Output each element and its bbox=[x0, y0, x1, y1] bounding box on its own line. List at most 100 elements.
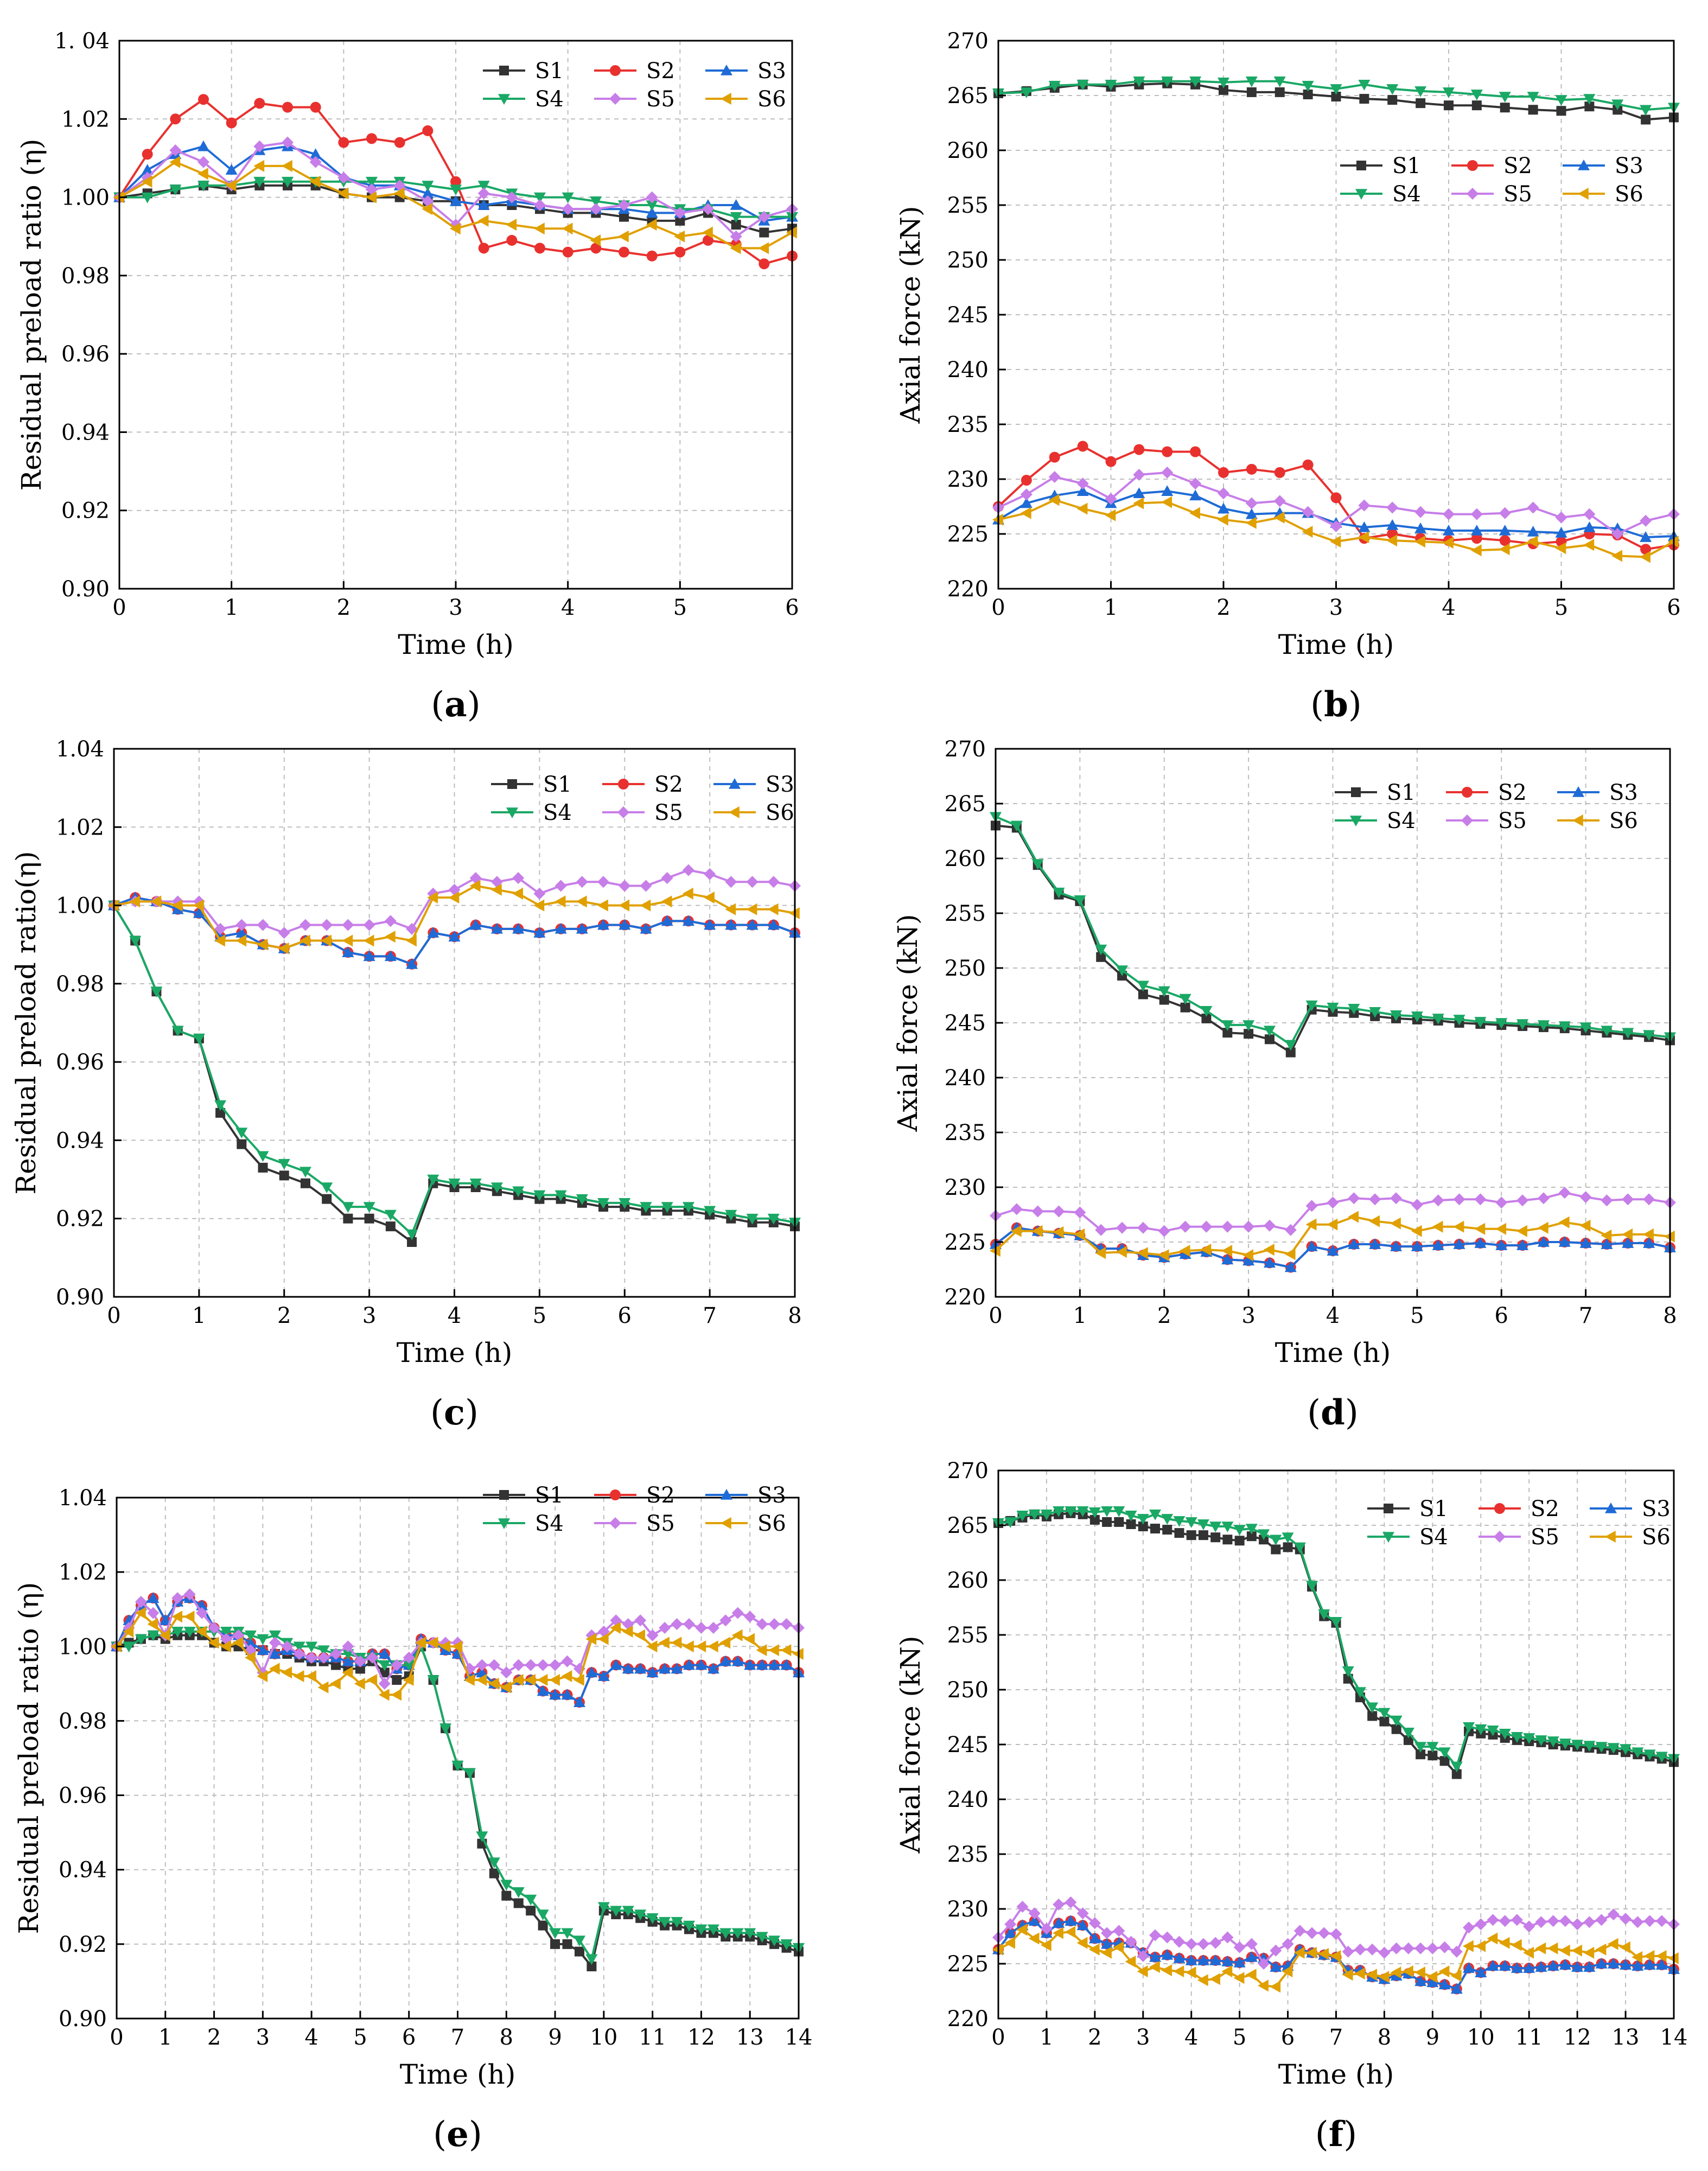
data-point-s4 bbox=[780, 1939, 793, 1950]
y-tick-label: 1.00 bbox=[56, 894, 104, 919]
data-point-s2 bbox=[674, 246, 686, 258]
data-point-s5 bbox=[1474, 1193, 1487, 1206]
legend-label: S6 bbox=[757, 1511, 786, 1536]
data-point-s4 bbox=[1631, 1747, 1644, 1759]
data-point-s5 bbox=[317, 1651, 330, 1664]
data-point-s4 bbox=[534, 192, 546, 203]
data-point-s3 bbox=[1218, 502, 1229, 514]
data-point-s4 bbox=[585, 1954, 598, 1965]
data-point-s2 bbox=[1246, 463, 1257, 475]
data-point-s3 bbox=[1414, 522, 1427, 533]
data-point-s6 bbox=[451, 1640, 463, 1653]
data-point-s5 bbox=[1583, 508, 1596, 520]
x-tick-label: 6 bbox=[402, 2025, 416, 2050]
data-point-s4 bbox=[562, 192, 574, 203]
data-point-s2 bbox=[450, 176, 461, 187]
data-point-s4 bbox=[1450, 1761, 1463, 1773]
data-point-s4 bbox=[512, 1887, 525, 1898]
data-point-s3 bbox=[1495, 1239, 1508, 1250]
data-point-s6 bbox=[1245, 1969, 1257, 1981]
data-point-s3 bbox=[1583, 1961, 1596, 1972]
data-point-s4 bbox=[1583, 94, 1596, 105]
data-point-s3 bbox=[1535, 1961, 1547, 1972]
data-point-s6 bbox=[1293, 1946, 1305, 1959]
data-point-s4 bbox=[1161, 1514, 1174, 1525]
data-point-s3 bbox=[576, 922, 588, 934]
data-point-s6 bbox=[439, 1640, 450, 1653]
data-point-s4 bbox=[1221, 1521, 1234, 1533]
data-point-s6 bbox=[1487, 1932, 1498, 1945]
data-point-s5 bbox=[1475, 1918, 1487, 1931]
data-point-s5 bbox=[1088, 1917, 1101, 1930]
data-point-s4 bbox=[1197, 1519, 1209, 1530]
legend-marker bbox=[506, 807, 518, 818]
data-point-s3 bbox=[1053, 1917, 1065, 1928]
data-point-s4 bbox=[634, 1909, 647, 1920]
data-point-s5 bbox=[646, 1629, 659, 1641]
data-point-s6 bbox=[534, 222, 545, 235]
data-point-s4 bbox=[640, 1202, 652, 1213]
data-point-s1 bbox=[1471, 100, 1482, 111]
data-point-s6 bbox=[622, 1625, 633, 1638]
y-tick-label: 250 bbox=[947, 248, 989, 273]
data-point-s6 bbox=[384, 931, 396, 943]
y-tick-label: 225 bbox=[947, 522, 989, 547]
data-point-s1 bbox=[1403, 1735, 1413, 1745]
data-point-s4 bbox=[549, 1928, 562, 1939]
x-axis-label: Time (h) bbox=[398, 629, 513, 660]
data-point-s6 bbox=[1330, 536, 1341, 548]
data-point-s5 bbox=[363, 919, 375, 931]
data-point-s1 bbox=[1367, 1711, 1378, 1721]
data-point-s6 bbox=[1010, 1225, 1022, 1237]
data-point-s1 bbox=[550, 1939, 560, 1949]
data-point-s3 bbox=[1453, 1238, 1465, 1249]
data-point-s6 bbox=[135, 1607, 146, 1619]
legend-marker bbox=[1462, 787, 1473, 798]
data-point-s6 bbox=[549, 1674, 560, 1686]
data-point-s6 bbox=[506, 219, 517, 231]
data-point-s5 bbox=[768, 1618, 781, 1631]
data-point-s5 bbox=[590, 203, 602, 215]
data-point-s3 bbox=[756, 1659, 768, 1670]
data-point-s4 bbox=[682, 1202, 694, 1213]
data-point-s1 bbox=[1186, 1530, 1196, 1540]
data-point-s6 bbox=[1004, 1937, 1016, 1949]
data-point-s1 bbox=[562, 1939, 572, 1949]
data-point-s3 bbox=[1088, 1932, 1101, 1944]
data-point-s6 bbox=[1282, 1965, 1293, 1978]
data-point-s1 bbox=[1246, 1531, 1257, 1542]
data-point-s3 bbox=[1474, 1237, 1487, 1248]
data-point-s6 bbox=[1631, 1951, 1643, 1963]
data-point-s4 bbox=[1048, 81, 1061, 92]
data-point-s3 bbox=[1101, 1938, 1113, 1949]
data-point-s3 bbox=[1242, 1255, 1255, 1266]
legend-item-s3: S3 bbox=[705, 59, 786, 84]
data-point-s6 bbox=[1571, 1944, 1582, 1957]
y-tick-label: 0.92 bbox=[56, 1207, 104, 1232]
x-tick-label: 4 bbox=[561, 595, 575, 620]
data-point-s5 bbox=[1105, 493, 1117, 505]
data-point-s1 bbox=[1138, 1521, 1148, 1532]
data-point-s3 bbox=[1185, 1954, 1197, 1965]
x-tick-label: 0 bbox=[991, 595, 1005, 620]
y-tick-label: 240 bbox=[945, 1066, 986, 1091]
data-point-s1 bbox=[619, 212, 629, 222]
data-point-s4 bbox=[661, 1202, 673, 1213]
data-point-s3 bbox=[1523, 1962, 1535, 1973]
panel-label: (c) bbox=[430, 1392, 479, 1433]
y-tick-label: 225 bbox=[947, 1952, 989, 1977]
data-point-s5 bbox=[1571, 1918, 1584, 1931]
data-point-s5 bbox=[1643, 1193, 1655, 1206]
data-point-s4 bbox=[439, 1723, 452, 1735]
panel-label: (f) bbox=[1315, 2114, 1357, 2155]
data-point-s6 bbox=[618, 230, 629, 243]
data-point-s5 bbox=[476, 1659, 488, 1671]
data-point-s6 bbox=[1263, 1244, 1274, 1256]
data-point-s4 bbox=[1369, 1007, 1381, 1018]
data-point-s3 bbox=[1643, 1959, 1656, 1970]
data-point-s4 bbox=[1443, 87, 1455, 98]
data-point-s3 bbox=[646, 1666, 659, 1678]
y-tick-label: 1.04 bbox=[59, 1486, 107, 1511]
data-point-s3 bbox=[537, 1685, 549, 1696]
data-point-s6 bbox=[725, 903, 736, 915]
